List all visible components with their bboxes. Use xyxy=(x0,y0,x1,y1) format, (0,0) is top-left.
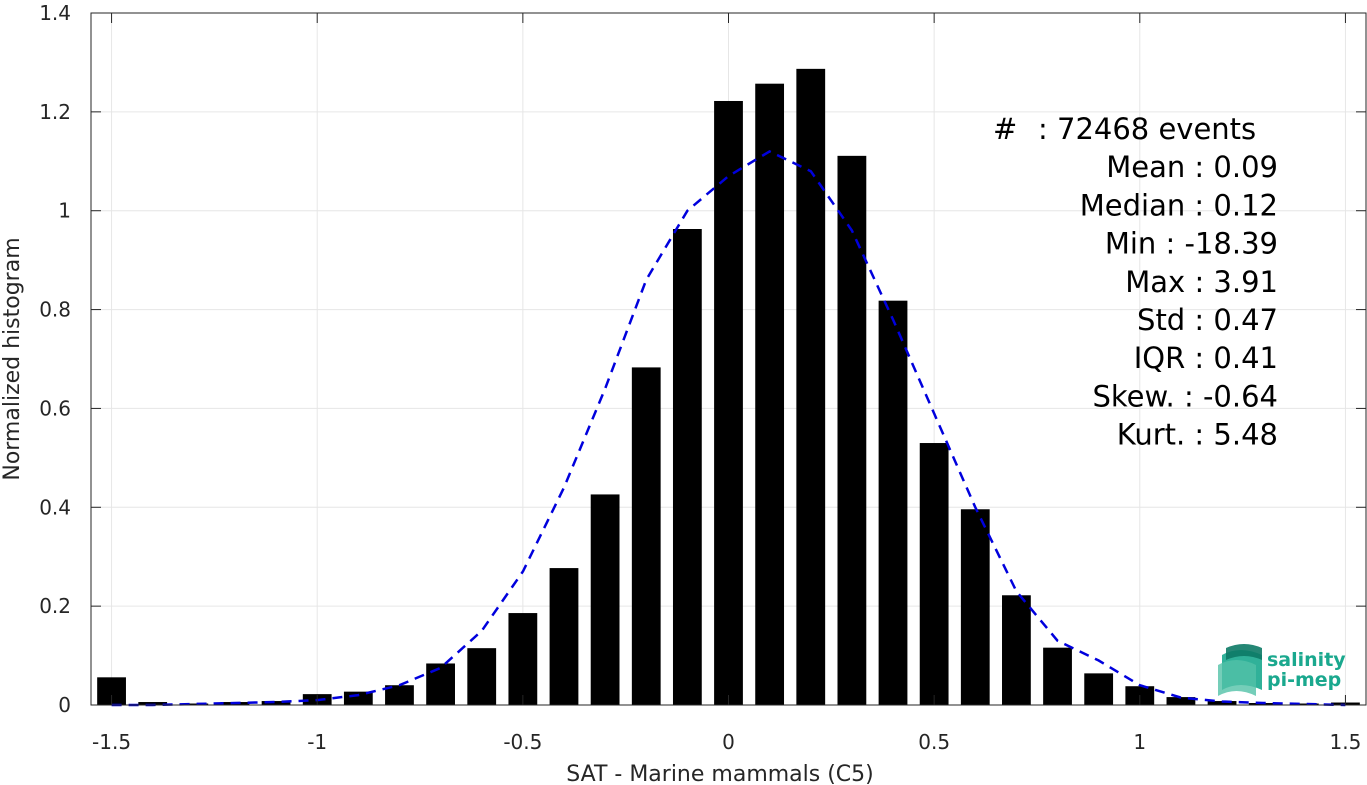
axis-ticks xyxy=(91,12,1366,706)
stat-line: Mean : 0.09 xyxy=(1106,150,1278,184)
x-tick-labels: -1.5 -1 -0.5 0 0.5 1 1.5 xyxy=(92,730,1361,754)
y-tick-label: 1 xyxy=(58,199,71,223)
histogram-bar xyxy=(796,68,826,705)
stat-line: Median : 0.12 xyxy=(1080,188,1278,222)
histogram-bar xyxy=(672,229,702,705)
histogram-bar xyxy=(138,702,168,705)
stat-line: Max : 3.91 xyxy=(1125,265,1278,299)
stat-line: Kurt. : 5.48 xyxy=(1117,418,1278,452)
stat-line: Min : -18.39 xyxy=(1105,227,1278,261)
histogram-bar xyxy=(549,568,579,705)
histogram-bar xyxy=(261,701,291,705)
x-tick-label: 0 xyxy=(722,730,735,754)
y-tick-labels: 0 0.2 0.4 0.6 0.8 1 1.2 1.4 xyxy=(39,1,71,717)
histogram-bar xyxy=(508,613,538,705)
statistics-box: #: 72468 events Mean : 0.09 Median : 0.12 M… xyxy=(993,112,1278,452)
logo-text-pi-mep: pi-mep xyxy=(1267,669,1341,691)
x-tick-label: 1.5 xyxy=(1330,730,1362,754)
histogram-bar xyxy=(385,685,414,705)
y-tick-label: 0 xyxy=(58,693,71,717)
stat-line: Std : 0.47 xyxy=(1137,303,1278,337)
x-tick-label: -1.5 xyxy=(92,730,131,754)
x-tick-label: 1 xyxy=(1133,730,1146,754)
y-tick-label: 1.4 xyxy=(39,1,71,25)
histogram-bar xyxy=(1002,595,1031,705)
histogram-bar xyxy=(179,703,209,705)
histogram-bar xyxy=(631,367,661,705)
logo-text-salinity: salinity xyxy=(1267,649,1346,671)
histogram-bar xyxy=(426,663,455,705)
x-tick-label: -0.5 xyxy=(503,730,542,754)
salinity-pi-mep-logo: salinity pi-mep xyxy=(1218,644,1346,696)
y-tick-label: 0.2 xyxy=(39,594,71,618)
stat-line: Skew. : -0.64 xyxy=(1092,379,1278,413)
x-axis-label: SAT - Marine mammals (C5) xyxy=(566,762,874,785)
histogram-bar xyxy=(755,83,785,705)
histogram-bar xyxy=(467,648,497,705)
histogram-bar xyxy=(1289,703,1319,705)
y-tick-label: 0.6 xyxy=(39,396,71,420)
histogram-bar xyxy=(1084,673,1114,705)
y-tick-label: 0.8 xyxy=(39,298,71,322)
histogram-bars xyxy=(97,68,1360,706)
y-axis-label: Normalized histogram xyxy=(0,237,25,480)
x-tick-label: 0.5 xyxy=(918,730,950,754)
histogram-bar xyxy=(590,494,620,705)
histogram-bar xyxy=(960,509,990,705)
x-tick-label: -1 xyxy=(307,730,327,754)
logo-wave-icon xyxy=(1218,644,1262,696)
histogram-bar xyxy=(1207,701,1237,705)
histogram-bar xyxy=(837,155,867,705)
histogram-bar xyxy=(878,300,908,705)
y-tick-label: 0.4 xyxy=(39,495,71,519)
histogram-bar xyxy=(1166,697,1196,705)
stat-line: #: 72468 events xyxy=(993,112,1256,146)
histogram-bar xyxy=(1043,647,1072,705)
stat-line: IQR : 0.41 xyxy=(1134,341,1278,375)
histogram-bar xyxy=(714,100,743,706)
histogram-bar xyxy=(919,443,949,705)
y-tick-label: 1.2 xyxy=(39,100,71,124)
